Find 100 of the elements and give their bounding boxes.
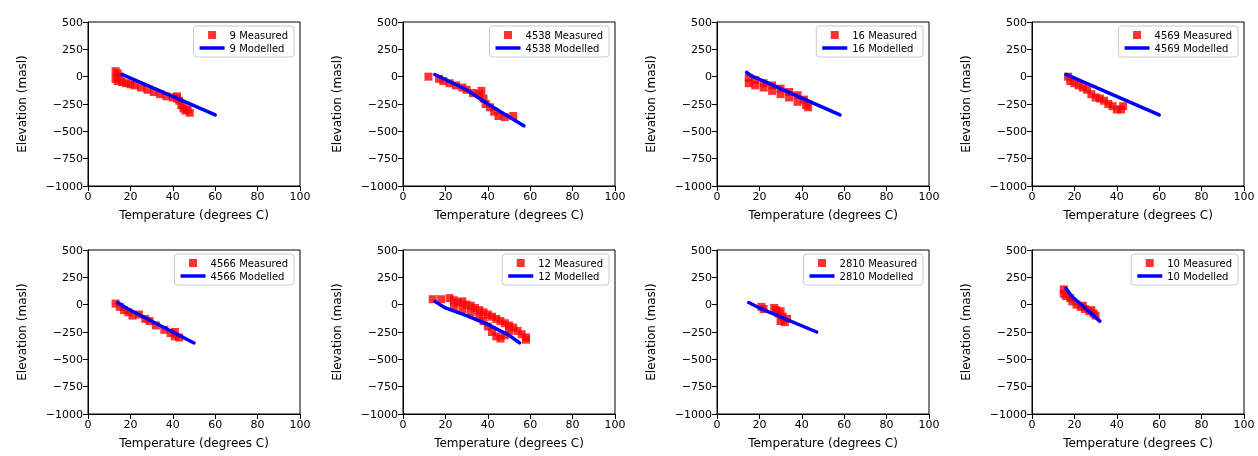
x-axis-title: Temperature (degrees C): [432, 436, 584, 450]
x-tick-label: 100: [918, 418, 940, 431]
x-tick-label: 80: [565, 418, 580, 431]
x-tick-label: 20: [1066, 190, 1081, 203]
x-tick-label: 60: [208, 190, 223, 203]
y-tick-label: −1000: [674, 179, 712, 193]
y-tick-label: −750: [996, 152, 1027, 166]
y-tick-label: 0: [76, 298, 83, 312]
legend-label: 4569 Modelled: [1154, 42, 1228, 54]
y-tick-label: −1000: [360, 407, 398, 421]
y-tick-label: −250: [52, 325, 83, 339]
x-tick-label: 100: [1233, 190, 1254, 203]
x-tick-label: 0: [1028, 190, 1035, 203]
y-tick-label: 0: [1019, 70, 1027, 84]
y-tick-label: −1000: [674, 407, 712, 421]
y-tick-label: −250: [367, 325, 398, 339]
y-tick-label: 250: [62, 270, 83, 284]
x-tick-label: 40: [165, 418, 180, 431]
y-tick-label: −750: [52, 380, 83, 394]
x-tick-label: 60: [837, 190, 852, 203]
x-axis-title: Temperature (degrees C): [1061, 436, 1213, 450]
y-tick-label: −250: [681, 97, 712, 111]
y-tick-label: −500: [996, 352, 1027, 366]
legend-label: 4566 Modelled: [210, 270, 285, 282]
x-tick-label: 60: [208, 418, 223, 431]
x-axis-title: Temperature (degrees C): [747, 436, 898, 450]
x-tick-label: 0: [713, 190, 721, 203]
x-axis-title: Temperature (degrees C): [747, 208, 898, 222]
x-tick-label: 0: [84, 418, 92, 431]
x-tick-label: 20: [437, 418, 452, 431]
y-tick-label: −500: [681, 352, 712, 366]
legend-label: 2810 Measured: [839, 257, 918, 269]
y-tick-label: −1000: [989, 407, 1027, 421]
x-tick-label: 60: [1151, 418, 1166, 431]
x-axis-title: Temperature (degrees C): [118, 208, 269, 222]
y-tick-label: 500: [376, 243, 398, 257]
y-tick-label: −750: [367, 152, 398, 166]
x-tick-label: 100: [1233, 418, 1254, 431]
legend-label: 4566 Measured: [210, 257, 289, 269]
y-tick-label: 500: [62, 15, 83, 29]
legend-label: 4569 Measured: [1154, 29, 1232, 41]
x-tick-label: 40: [794, 418, 809, 431]
legend-label: 4538 Measured: [525, 29, 603, 41]
y-tick-label: 0: [390, 298, 398, 312]
y-tick-label: 500: [691, 243, 712, 257]
x-tick-label: 20: [123, 190, 138, 203]
y-axis-title: Elevation (masl): [958, 283, 973, 381]
y-tick-label: −250: [681, 325, 712, 339]
x-tick-label: 80: [1194, 190, 1209, 203]
x-tick-label: 0: [1028, 418, 1035, 431]
x-tick-label: 40: [1109, 418, 1124, 431]
y-tick-label: 0: [705, 298, 712, 312]
y-tick-label: 0: [705, 70, 712, 84]
x-tick-label: 100: [289, 190, 311, 203]
y-tick-label: 500: [691, 15, 712, 29]
x-axis-title: Temperature (degrees C): [118, 436, 269, 450]
x-tick-label: 100: [918, 190, 940, 203]
legend-label: 16 Modelled: [852, 42, 914, 54]
x-tick-label: 60: [522, 190, 537, 203]
legend-label: 16 Measured: [852, 29, 918, 41]
legend-label: 10 Modelled: [1166, 270, 1228, 282]
x-tick-label: 80: [565, 190, 580, 203]
y-tick-label: −250: [52, 97, 83, 111]
x-tick-label: 20: [752, 418, 767, 431]
legend-label: 10 Measured: [1166, 257, 1232, 269]
x-tick-label: 40: [1109, 190, 1124, 203]
x-tick-label: 40: [165, 190, 180, 203]
y-tick-label: 250: [376, 270, 398, 284]
x-tick-label: 80: [879, 190, 894, 203]
y-tick-label: 250: [62, 42, 83, 56]
y-tick-label: −250: [367, 97, 398, 111]
x-tick-label: 80: [1194, 418, 1209, 431]
y-tick-label: 250: [376, 42, 398, 56]
y-tick-label: 250: [1005, 270, 1027, 284]
y-tick-label: 500: [1005, 243, 1027, 257]
y-tick-label: 0: [390, 70, 398, 84]
y-tick-label: −500: [52, 124, 83, 138]
x-tick-label: 80: [250, 190, 265, 203]
y-tick-label: −500: [367, 352, 398, 366]
legend-label: 9 Measured: [229, 29, 288, 41]
x-tick-label: 100: [604, 190, 625, 203]
y-axis-title: Elevation (masl): [644, 55, 658, 153]
y-tick-label: −500: [996, 124, 1027, 138]
y-tick-label: −750: [52, 152, 83, 166]
x-tick-label: 100: [289, 418, 311, 431]
y-axis-title: Elevation (masl): [958, 55, 973, 153]
y-tick-label: 0: [76, 70, 83, 84]
legend-label: 12 Measured: [537, 257, 603, 269]
x-tick-label: 40: [480, 190, 495, 203]
x-tick-label: 20: [1066, 418, 1081, 431]
legend-label: 4538 Modelled: [525, 42, 599, 54]
y-axis-title: Elevation (masl): [329, 55, 344, 153]
x-tick-label: 0: [399, 190, 406, 203]
y-tick-label: −750: [681, 152, 712, 166]
x-tick-label: 20: [752, 190, 767, 203]
y-tick-label: 500: [62, 243, 83, 257]
y-tick-label: −1000: [360, 179, 398, 193]
legend-label: 9 Modelled: [229, 42, 285, 54]
y-tick-label: −750: [367, 380, 398, 394]
y-tick-label: 500: [376, 15, 398, 29]
